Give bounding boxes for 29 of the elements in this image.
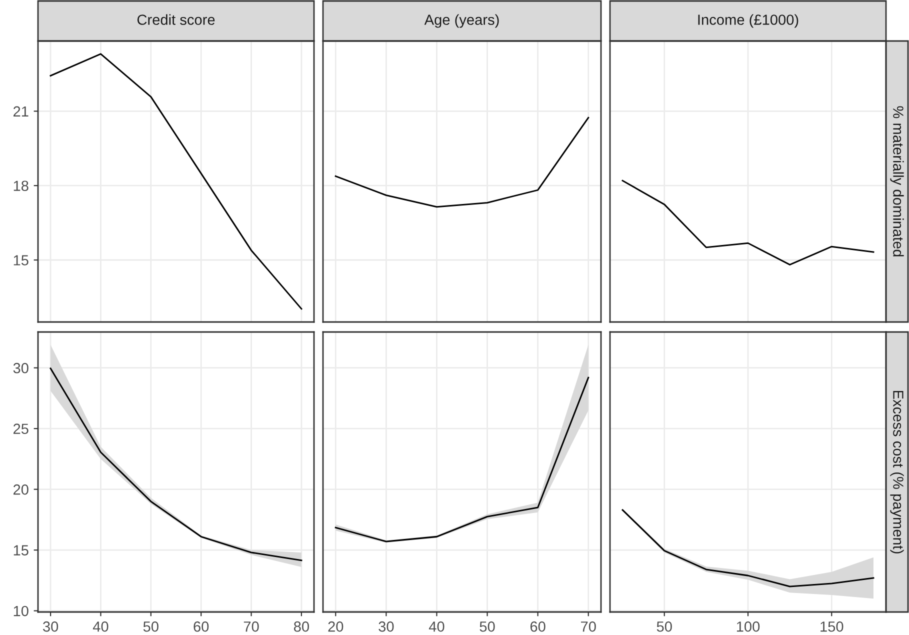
x-tick-label: 40 [428,621,444,632]
chart-title: Credit score [137,14,215,25]
x-tick-label: 30 [378,621,394,632]
x-tick-label: 70 [581,621,596,632]
x-tick-label: 50 [480,621,495,632]
x-tick-label: 60 [194,621,209,632]
y-tick-label: 21 [13,106,28,116]
x-tick-label: 150 [820,621,844,632]
y-tick-label: 20 [13,484,28,495]
x-tick-label: 20 [328,621,344,632]
y-tick-label: 15 [14,545,28,556]
x-tick-label: 50 [143,621,158,632]
x-tick-label: 50 [656,621,672,632]
y-tick-label: 15 [14,255,28,266]
x-tick-label: 100 [736,621,760,632]
chart-title: Income (£1000) [698,14,798,28]
y-axis-title: Excess cost (% payment) [890,390,904,554]
y-tick-label: 10 [14,606,28,616]
x-tick-label: 60 [530,621,546,632]
x-tick-label: 70 [244,621,259,632]
x-tick-label: 30 [42,621,58,632]
chart-title: Age (years) [424,14,499,28]
x-tick-label: 40 [92,621,108,632]
y-axis-title: % materially dominated [890,106,904,256]
y-tick-label: 18 [14,180,28,192]
line-series [50,53,302,310]
y-tick-label: 25 [13,424,28,434]
x-tick-label: 80 [294,621,309,632]
y-tick-label: 30 [13,362,28,374]
